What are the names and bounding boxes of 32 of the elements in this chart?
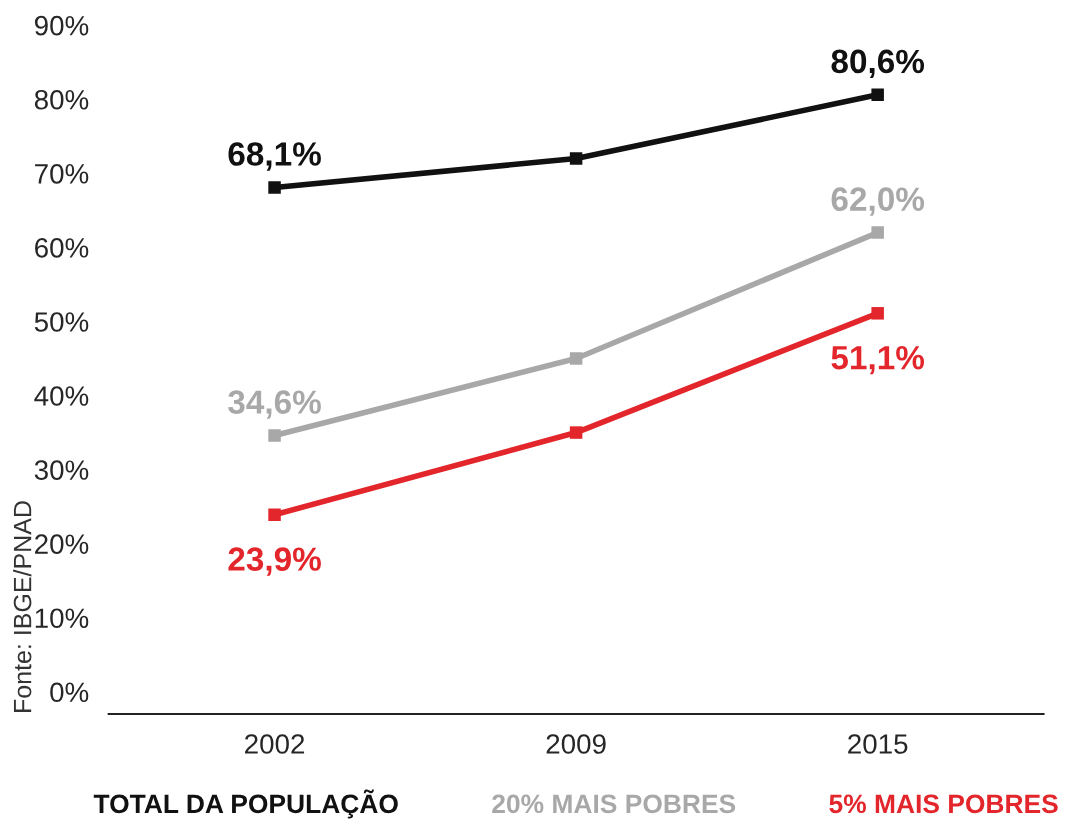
text: TOTAL DA POPULAÇÃO xyxy=(93,789,398,819)
data-label: 68,1% xyxy=(228,142,321,171)
point xyxy=(268,181,281,194)
y-tick-label: 40% xyxy=(34,386,89,406)
data-label: 34,6% xyxy=(228,390,321,419)
point xyxy=(569,352,583,365)
y-tick-label: 90% xyxy=(34,15,89,36)
text: 20% MAIS POBRES xyxy=(492,794,736,814)
data-label: 23,9% xyxy=(228,547,321,576)
point xyxy=(268,508,281,522)
point xyxy=(569,152,583,165)
x-tick-label: 2009 xyxy=(546,734,606,754)
y-tick-label: 70% xyxy=(35,164,89,184)
y-tick-label: 50% xyxy=(34,312,89,332)
point xyxy=(268,429,281,442)
y-tick-label: 0% xyxy=(50,682,89,703)
text: 5% MAIS POBRES xyxy=(829,794,1058,814)
y-tick-label: 10% xyxy=(35,608,89,629)
data-label: 51,1% xyxy=(831,345,925,375)
point xyxy=(871,226,884,239)
point xyxy=(569,426,583,439)
y-tick-label: 60% xyxy=(35,238,89,258)
data-label: 62,0% xyxy=(831,187,925,216)
y-tick-label: 20% xyxy=(35,534,89,554)
source-note: Fonte: IBGE/PNAD xyxy=(13,501,32,712)
point xyxy=(871,307,884,320)
data-label: 80,6% xyxy=(831,49,925,79)
point xyxy=(871,88,884,102)
y-tick-label: 30% xyxy=(34,460,89,480)
x-tick-label: 2002 xyxy=(245,734,305,754)
x-tick-label: 2015 xyxy=(848,734,908,754)
y-tick-label: 80% xyxy=(34,89,89,110)
